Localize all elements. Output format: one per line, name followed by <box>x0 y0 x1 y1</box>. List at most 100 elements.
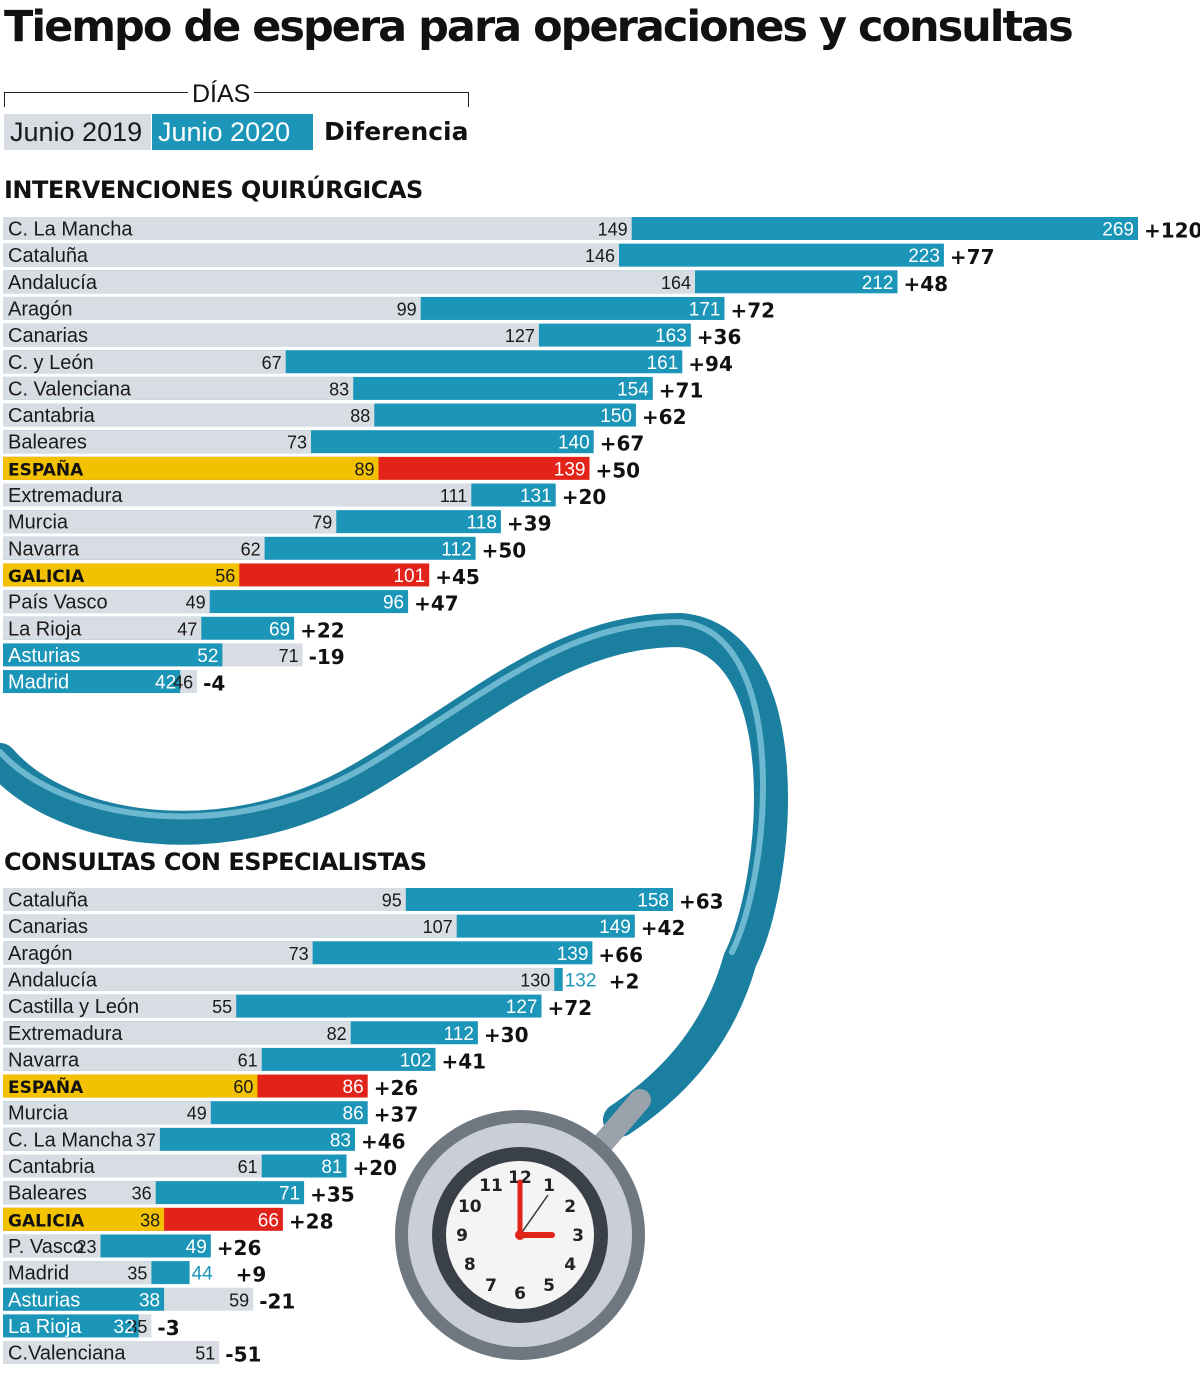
value-2019: 61 <box>238 1157 258 1177</box>
bar-row: Canarias 127 163 +36 <box>3 323 742 349</box>
legend-2020: Junio 2020 <box>152 114 313 150</box>
bar-row: Navarra 62 112 +50 <box>3 536 527 562</box>
value-2019: 35 <box>127 1317 147 1337</box>
value-2019: 61 <box>238 1050 258 1070</box>
clock-numeral: 3 <box>572 1226 584 1246</box>
legend-2019: Junio 2019 <box>4 114 151 150</box>
bar-row: Cataluña 146 223 +77 <box>3 243 994 269</box>
value-diff: +35 <box>310 1183 355 1207</box>
value-diff: +50 <box>482 538 527 562</box>
bar-row: Asturias 59 38 -21 <box>3 1287 295 1313</box>
bar-2019 <box>3 350 286 374</box>
value-diff: +26 <box>374 1076 419 1100</box>
value-2019: 60 <box>233 1077 253 1097</box>
value-2020: 112 <box>444 1024 474 1045</box>
value-2019: 47 <box>177 619 197 639</box>
value-2020: 139 <box>554 459 586 480</box>
value-2019: 79 <box>312 513 332 533</box>
bar-row: C. La Mancha 149 269 +120 <box>3 217 1200 243</box>
bar-row: Aragón 73 139 +66 <box>3 941 643 967</box>
row-label: Andalucía <box>8 272 98 294</box>
value-2019: 130 <box>520 970 550 990</box>
value-diff: +46 <box>361 1129 406 1153</box>
value-2019: 107 <box>423 917 453 937</box>
row-label: La Rioja <box>8 618 82 640</box>
value-2019: 71 <box>279 646 299 666</box>
value-diff: +120 <box>1144 219 1200 243</box>
bar-2019 <box>3 376 354 400</box>
value-diff: +47 <box>414 592 459 616</box>
value-2020: 81 <box>321 1157 342 1178</box>
bar-row: Baleares 73 140 +67 <box>3 430 644 456</box>
value-2019: 46 <box>173 673 193 693</box>
row-label: Navarra <box>8 1049 80 1071</box>
value-2019: 35 <box>127 1264 147 1284</box>
value-2020: 163 <box>655 326 687 347</box>
row-label: Extremadura <box>8 485 123 507</box>
clock-numeral: 4 <box>564 1255 576 1275</box>
row-label: C. La Mancha <box>8 219 133 241</box>
bar-row: C. Valenciana 83 154 +71 <box>3 376 703 402</box>
value-2020: 69 <box>269 619 290 640</box>
bar-2019 <box>3 483 472 507</box>
value-diff: +20 <box>562 485 607 509</box>
value-diff: -51 <box>225 1343 261 1367</box>
value-diff: +50 <box>596 458 641 482</box>
value-2020: 171 <box>689 299 721 320</box>
value-2019: 73 <box>289 944 309 964</box>
value-2020: 140 <box>558 433 590 454</box>
row-label: Baleares <box>8 1183 87 1205</box>
stethoscope-tube-highlight <box>0 618 766 955</box>
value-2020: 150 <box>600 406 632 427</box>
row-label: Cantabria <box>8 405 96 427</box>
value-diff: +62 <box>642 405 687 429</box>
value-diff: +72 <box>548 996 593 1020</box>
bar-row: C.Valenciana 51 -51 <box>3 1341 261 1367</box>
value-diff: +9 <box>236 1263 267 1287</box>
row-label: Castilla y León <box>8 996 139 1018</box>
row-label: P. Vasco <box>8 1236 84 1258</box>
bar-row: Cantabria 88 150 +62 <box>3 403 687 429</box>
clock-numeral: 2 <box>564 1197 576 1217</box>
value-2020: 86 <box>343 1077 364 1098</box>
value-2020: 131 <box>520 486 552 507</box>
bar-row: Extremadura 82 112 +30 <box>3 1021 528 1047</box>
bar-2019 <box>3 243 619 267</box>
value-diff: +63 <box>679 890 724 914</box>
row-label: Aragón <box>8 298 73 320</box>
value-diff: +37 <box>374 1103 419 1127</box>
value-2020: 161 <box>647 353 679 374</box>
value-2020: 127 <box>506 997 538 1018</box>
value-diff: +36 <box>697 325 742 349</box>
bar-row: C. y León 67 161 +94 <box>3 350 733 376</box>
value-2020: 32 <box>114 1317 135 1338</box>
value-diff: +72 <box>731 298 776 322</box>
value-diff: +26 <box>217 1236 262 1260</box>
bar-2019 <box>3 616 202 640</box>
bar-row: Madrid 35 44 +9 <box>3 1261 266 1287</box>
value-2020: 66 <box>258 1210 279 1231</box>
value-diff: +30 <box>484 1023 529 1047</box>
value-diff: +45 <box>435 565 480 589</box>
value-diff: +2 <box>609 969 640 993</box>
legend-diff: Diferencia <box>324 117 469 146</box>
bar-2019 <box>3 1234 101 1258</box>
value-2019: 59 <box>229 1290 249 1310</box>
value-2020: 154 <box>617 379 649 400</box>
bar-row: Murcia 79 118 +39 <box>3 510 551 536</box>
bar-2019 <box>3 296 421 320</box>
value-diff: +67 <box>600 432 645 456</box>
value-2019: 89 <box>354 459 374 479</box>
value-2019: 37 <box>136 1130 156 1150</box>
bar-2020 <box>3 1314 139 1338</box>
bar-2019 <box>3 1074 258 1098</box>
value-2020: 132 <box>565 970 597 991</box>
value-2020: 71 <box>279 1184 300 1205</box>
value-2020: 212 <box>862 273 894 294</box>
value-2020: 269 <box>1102 220 1134 241</box>
row-label: Asturias <box>8 1289 80 1311</box>
